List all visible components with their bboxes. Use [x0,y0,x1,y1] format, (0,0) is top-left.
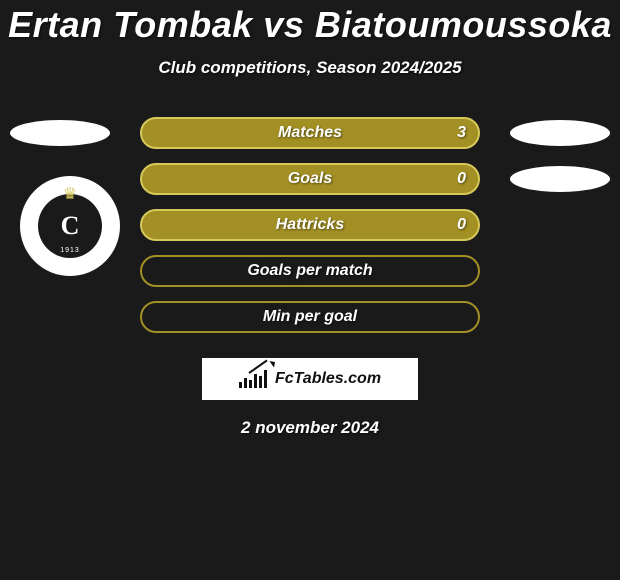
stat-label: Goals [288,170,332,188]
stat-pill-min-per-goal: Min per goal [140,301,480,333]
watermark-text: FcTables.com [275,370,381,388]
date-text: 2 november 2024 [0,418,620,438]
player-right-placeholder [510,166,610,192]
stat-pill-matches: Matches 3 [140,117,480,149]
stat-value-right: 0 [457,170,466,188]
stat-pill-goals-per-match: Goals per match [140,255,480,287]
stat-label: Min per goal [263,308,357,326]
club-logo-inner: ♛ C 1913 [38,194,102,258]
player-right-placeholder [510,120,610,146]
bar-chart-icon [239,370,269,388]
stat-label: Goals per match [247,262,372,280]
club-logo: ♛ C 1913 [20,176,120,276]
page-subtitle: Club competitions, Season 2024/2025 [0,58,620,78]
stat-value-right: 0 [457,216,466,234]
watermark: FcTables.com [202,358,418,400]
comparison-card: Ertan Tombak vs Biatoumoussoka Club comp… [0,0,620,580]
crown-icon: ♛ [63,184,77,204]
stat-label: Hattricks [276,216,344,234]
stat-row: Matches 3 [0,110,620,156]
club-logo-letter: C [61,211,80,241]
stat-pill-hattricks: Hattricks 0 [140,209,480,241]
player-left-placeholder [10,120,110,146]
stat-pill-goals: Goals 0 [140,163,480,195]
stat-value-right: 3 [457,124,466,142]
stat-label: Matches [278,124,342,142]
club-logo-year: 1913 [60,247,80,254]
page-title: Ertan Tombak vs Biatoumoussoka [0,0,620,46]
stat-row: Min per goal [0,294,620,340]
